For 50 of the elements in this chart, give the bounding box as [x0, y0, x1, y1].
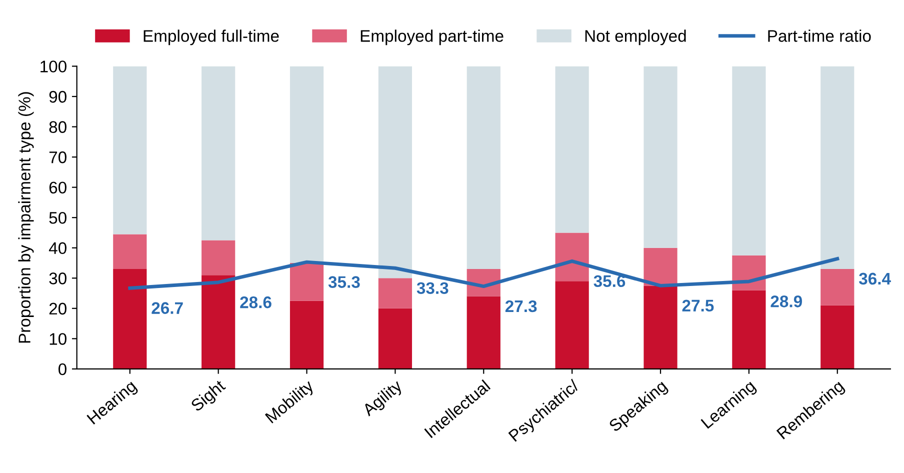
y-tick-label: 30: [49, 272, 66, 284]
bar: [290, 300, 324, 369]
bar: [555, 232, 589, 282]
legend-label: Employed part-time: [360, 30, 504, 46]
data-label: 35.6: [594, 275, 626, 288]
data-label: 28.9: [770, 296, 802, 308]
y-tick-label: 40: [48, 242, 66, 254]
bar: [820, 269, 854, 306]
bar: [113, 66, 147, 234]
data-label: 33.3: [416, 282, 448, 294]
data-label: 36.4: [858, 272, 891, 285]
bar: [202, 275, 236, 369]
bar: [202, 240, 236, 276]
y-tick-label: 50: [49, 212, 66, 224]
y-tick-label: 60: [49, 182, 66, 194]
bar: [378, 308, 412, 369]
bar: [820, 66, 854, 270]
bar: [644, 66, 678, 248]
bar: [644, 286, 678, 369]
bar: [732, 290, 766, 369]
y-tick-label: 70: [49, 151, 66, 164]
y-axis-title: Proportion by impairment type (%): [18, 92, 34, 343]
bar: [202, 66, 236, 240]
data-label: 35.3: [328, 276, 360, 288]
bar: [113, 269, 147, 369]
bar: [644, 248, 678, 286]
bar: [555, 281, 589, 369]
data-label: 27.5: [682, 300, 714, 312]
data-label: 26.7: [152, 302, 183, 314]
y-tick-label: 90: [49, 90, 66, 103]
bar: [555, 66, 589, 233]
bar: [290, 262, 324, 301]
bar: [466, 66, 500, 270]
y-tick-label: 10: [50, 333, 66, 345]
bar: [820, 305, 854, 369]
bar: [113, 234, 147, 270]
data-label: 27.3: [505, 300, 537, 312]
legend-label: Employed full-time: [144, 30, 279, 46]
bar: [732, 66, 766, 256]
data-label: 28.6: [240, 296, 272, 308]
legend-label: Part-time ratio: [768, 30, 871, 42]
y-tick-label: 20: [49, 302, 66, 315]
y-tick-label: 100: [40, 60, 66, 72]
bar: [290, 66, 324, 263]
y-tick-label: 80: [49, 121, 66, 133]
bar: [378, 66, 412, 278]
legend-label: Not employed: [585, 30, 686, 46]
y-tick-label: 0: [58, 363, 66, 376]
bar: [378, 278, 412, 308]
bar: [466, 296, 500, 369]
